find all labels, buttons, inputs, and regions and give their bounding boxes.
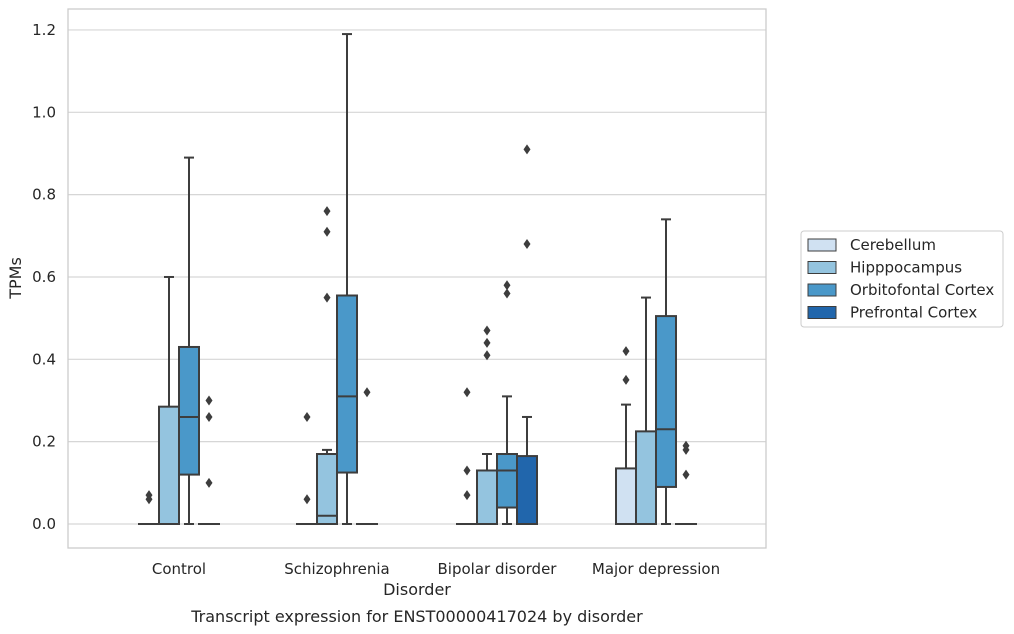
legend-items: Cerebellum Hipppocampus Orbitofontal Corte… [807, 236, 994, 322]
box-cerebellum [456, 387, 478, 526]
legend-label: Cerebellum [850, 236, 936, 254]
legend-label: Hipppocampus [850, 259, 962, 277]
box-body [158, 405, 180, 525]
legend-frame [800, 230, 1004, 328]
legend-swatch [807, 283, 837, 297]
box-body [336, 294, 358, 474]
x-tick-label: Schizophrenia [284, 560, 389, 578]
box-body [476, 469, 498, 526]
box-orbitofontal-cortex [336, 33, 358, 525]
outlier-point [205, 477, 213, 488]
outlier-point [463, 465, 471, 476]
outlier-point [622, 346, 630, 357]
y-axis-label: TPMs [6, 257, 25, 300]
legend-swatch [807, 238, 837, 252]
y-tick-label: 0.2 [32, 433, 56, 451]
y-tick-label: 1.2 [32, 21, 56, 39]
box-hipppocampus [476, 325, 498, 526]
box-body [516, 455, 538, 525]
outlier-point [503, 280, 511, 291]
box-body [496, 453, 518, 509]
plot-frame [67, 8, 767, 549]
outlier-point [463, 387, 471, 398]
box-prefrontal-cortex [516, 144, 538, 525]
chart-caption: Transcript expression for ENST0000041702… [190, 607, 643, 626]
box-prefrontal-cortex [675, 440, 697, 526]
y-tick-label: 0.0 [32, 515, 56, 533]
outlier-point [205, 411, 213, 422]
outlier-point [622, 374, 630, 385]
x-tick-label: Control [152, 560, 206, 578]
outlier-point [523, 144, 531, 155]
outlier-point [682, 469, 690, 480]
outlier-point [483, 350, 491, 361]
box-cerebellum [138, 490, 160, 526]
outlier-point [363, 387, 371, 398]
outlier-point [682, 440, 690, 451]
box-body [316, 453, 338, 525]
box-prefrontal-cortex [198, 395, 220, 526]
box-orbitofontal-cortex [496, 280, 518, 525]
legend-swatch [807, 306, 837, 319]
box-hipppocampus [635, 296, 657, 525]
y-tick-label: 0.4 [32, 350, 56, 368]
outlier-point [145, 490, 153, 501]
y-tick-label: 0.6 [32, 268, 56, 286]
x-axis-label: Disorder [383, 580, 451, 599]
legend-label: Prefrontal Cortex [850, 304, 977, 322]
x-tick-label: Bipolar disorder [438, 560, 558, 578]
outlier-point [303, 494, 311, 505]
y-tick-labels: 0.0 0.2 0.4 0.6 0.8 1.0 1.2 [32, 21, 56, 533]
x-tick-label: Major depression [592, 560, 720, 578]
outlier-point [503, 288, 511, 299]
box-series [138, 33, 697, 526]
box-body [615, 467, 637, 525]
outlier-point [523, 239, 531, 250]
box-body [655, 315, 677, 488]
outlier-point [463, 490, 471, 501]
y-tick-label: 1.0 [32, 103, 56, 121]
box-cerebellum [296, 411, 318, 526]
legend-swatch [807, 261, 837, 274]
box-body [178, 345, 200, 476]
legend: Cerebellum Hipppocampus Orbitofontal Corte… [800, 230, 1004, 328]
outlier-point [303, 411, 311, 422]
outlier-point [323, 292, 331, 303]
outlier-point [323, 206, 331, 217]
y-tick-label: 0.8 [32, 186, 56, 204]
box-orbitofontal-cortex [655, 218, 677, 525]
outlier-point [483, 325, 491, 336]
box-orbitofontal-cortex [178, 156, 200, 525]
outlier-point [205, 395, 213, 406]
legend-label: Orbitofontal Cortex [850, 281, 994, 299]
box-hipppocampus [316, 206, 338, 525]
x-tick-labels: Control Schizophrenia Bipolar disorder Majo… [152, 560, 720, 578]
box-hipppocampus [158, 275, 180, 525]
box-body [635, 430, 657, 525]
box-prefrontal-cortex [356, 387, 378, 526]
outlier-point [483, 337, 491, 348]
box-cerebellum [615, 346, 637, 525]
outlier-point [323, 226, 331, 237]
